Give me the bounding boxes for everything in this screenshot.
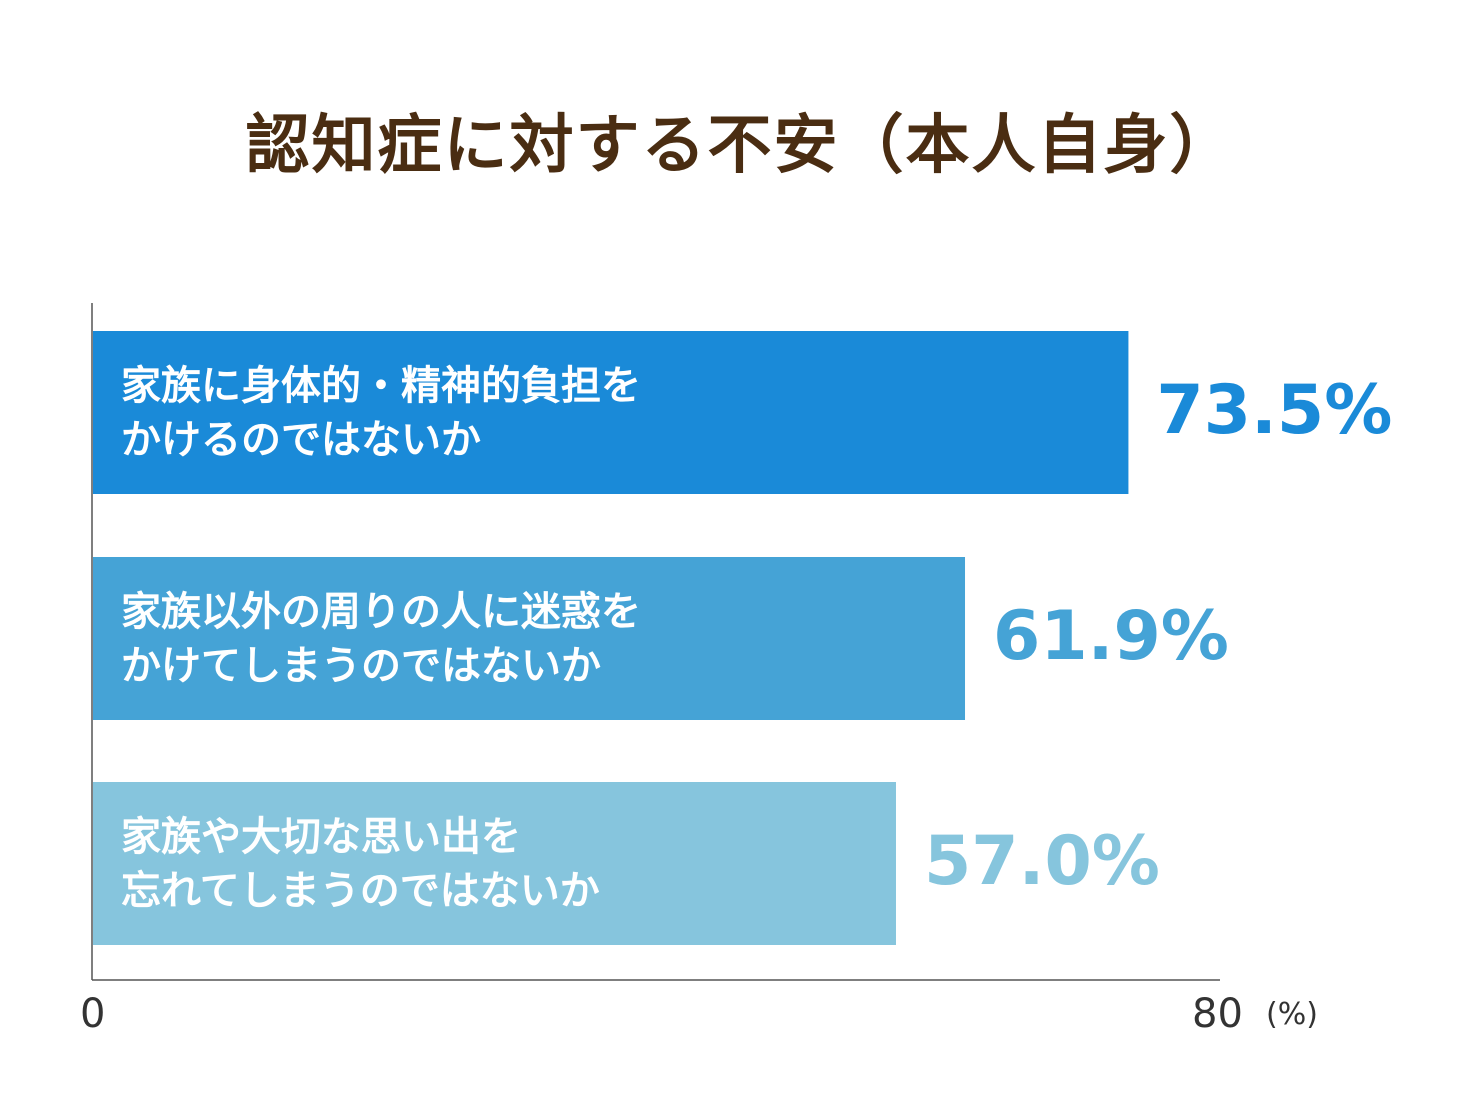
bar-2-category-label: 家族以外の周りの人に迷惑を かけてしまうのではないか <box>121 585 641 693</box>
x-tick-label-80: 80 <box>1192 991 1243 1037</box>
x-axis-unit-label: (%) <box>1266 997 1318 1032</box>
bar-3-value-label: 57.0% <box>923 821 1160 901</box>
bar-1-category-line-2: かけるのではないか <box>121 416 481 463</box>
bar-1-category-label: 家族に身体的・精神的負担を かけるのではないか <box>121 359 641 467</box>
bar-2-value-label: 61.9% <box>993 596 1229 676</box>
bar-2-category-line-2: かけてしまうのではないか <box>121 642 601 689</box>
bar-2 <box>93 557 966 720</box>
bar-3-category-line-1: 家族や大切な思い出を <box>121 813 521 860</box>
bar-3-category-label: 家族や大切な思い出を忘れてしまうのではないか <box>121 810 600 918</box>
bar-1-category-line-1: 家族に身体的・精神的負担を <box>121 362 641 409</box>
bar-1-value-label: 73.5% <box>1156 370 1393 450</box>
bar-3-category-line-2: 忘れてしまうのではないか <box>121 867 600 914</box>
chart-title: 認知症に対する不安（本人自身） <box>245 109 1236 183</box>
bar-2-category-line-1: 家族以外の周りの人に迷惑を <box>121 588 641 635</box>
bar-1 <box>93 331 1129 494</box>
x-tick-label-0: 0 <box>80 991 106 1037</box>
bar-3 <box>93 782 896 945</box>
